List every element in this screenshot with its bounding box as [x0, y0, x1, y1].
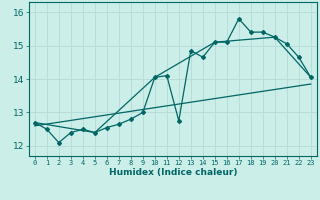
X-axis label: Humidex (Indice chaleur): Humidex (Indice chaleur): [108, 168, 237, 177]
